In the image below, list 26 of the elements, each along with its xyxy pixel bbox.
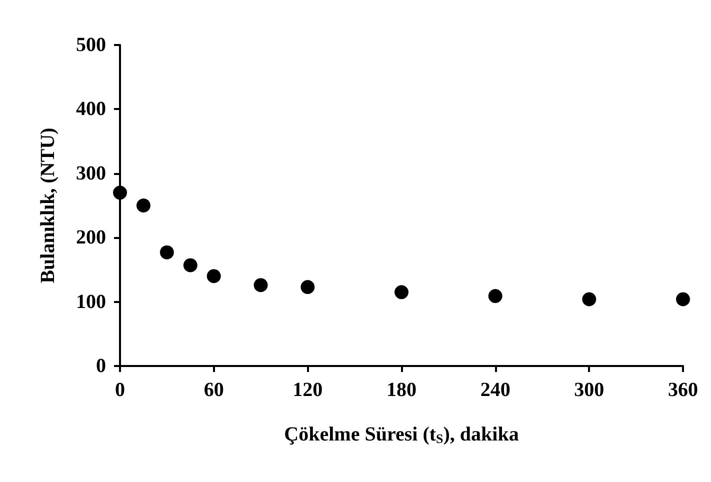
point [113, 186, 127, 200]
point [160, 245, 174, 260]
y-tick-label: 500 [76, 34, 106, 56]
y-tick-label: 400 [76, 98, 106, 120]
x-tick-label: 180 [386, 379, 416, 401]
point [394, 285, 408, 300]
x-axis-title: Çökelme Süresi (tS), dakika [284, 424, 519, 446]
x-tick-label: 240 [480, 379, 510, 401]
point [136, 198, 150, 212]
point [183, 258, 198, 272]
point [206, 269, 221, 284]
point [676, 292, 690, 306]
x-tick-label: 0 [115, 379, 125, 401]
y-tick-label: 100 [76, 290, 106, 313]
x-tick-label: 120 [292, 379, 323, 401]
x-tick-label: 360 [668, 379, 698, 401]
point [254, 278, 268, 292]
x-tick-label: 60 [204, 379, 224, 401]
y-tick-label: 300 [76, 162, 106, 184]
point [488, 289, 502, 304]
x-tick-label: 300 [574, 379, 604, 401]
y-axis-title: Bulanıklık, (NTU) [37, 128, 59, 284]
y-tick-label: 200 [76, 226, 106, 249]
point [582, 292, 596, 306]
y-tick-label: 0 [96, 355, 106, 377]
point [300, 280, 315, 294]
